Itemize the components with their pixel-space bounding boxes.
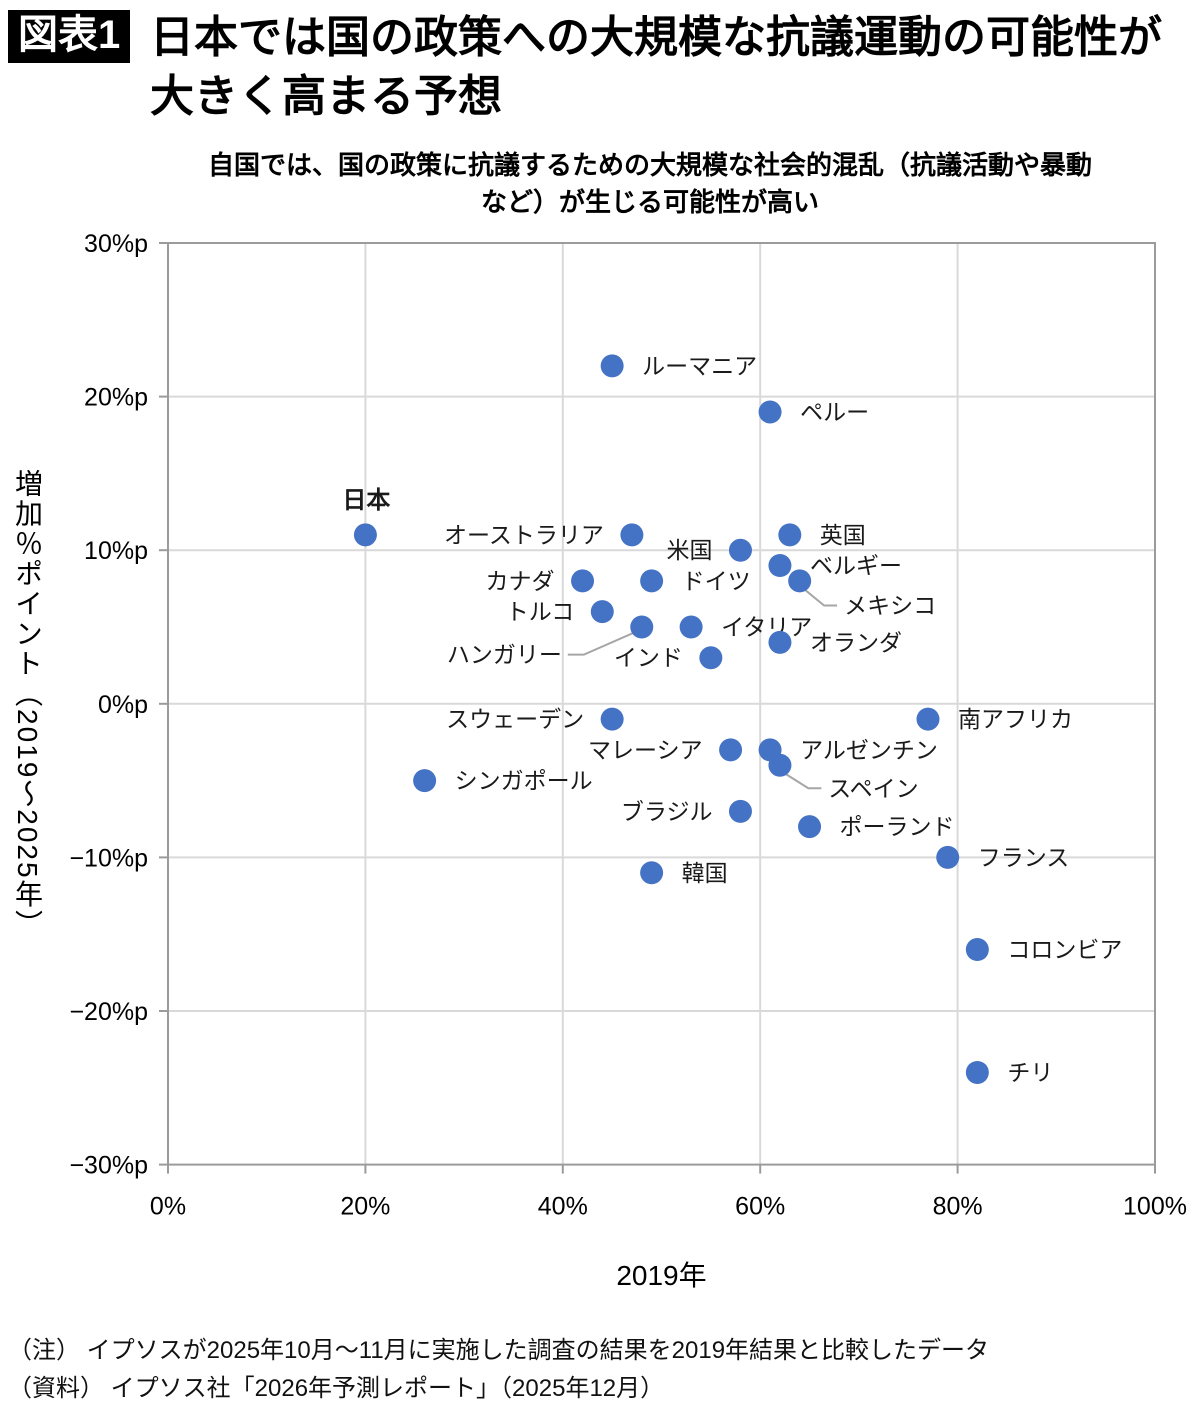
chart-subtitle-line2: など）が生じる可能性が高い xyxy=(480,187,819,217)
point-label-英国: 英国 xyxy=(820,522,866,548)
point-label-オランダ: オランダ xyxy=(810,629,902,655)
footnotes: （注） イプソスが2025年10月～11月に実施した調査の結果を2019年結果と… xyxy=(8,1332,989,1408)
data-point-ポーランド xyxy=(798,815,822,839)
page-title-line2: 大きく高まる予想 xyxy=(150,72,502,121)
data-point-カナダ xyxy=(571,569,595,593)
chart-subtitle-line1: 自国では、国の政策に抗議するための大規模な社会的混乱（抗議活動や暴動 xyxy=(207,150,1092,180)
data-point-トルコ xyxy=(590,600,614,624)
point-label-米国: 米国 xyxy=(666,537,712,563)
point-label-メキシコ: メキシコ xyxy=(844,592,936,618)
data-point-米国 xyxy=(728,538,752,562)
y-tick-label: 0%p xyxy=(98,691,148,719)
y-tick-label: 30%p xyxy=(84,230,148,258)
page-title-line1: 日本では国の政策への大規模な抗議運動の可能性が xyxy=(150,13,1162,62)
y-tick-label: −20%p xyxy=(69,998,148,1026)
point-label-トルコ: トルコ xyxy=(506,599,575,625)
data-point-ハンガリー xyxy=(630,615,654,639)
x-tick-label: 80% xyxy=(933,1193,983,1221)
data-point-南アフリカ xyxy=(916,707,940,731)
point-label-ブラジル: ブラジル xyxy=(621,798,713,824)
label-leader-line xyxy=(802,587,838,607)
y-tick-label: −30%p xyxy=(69,1152,148,1180)
data-point-メキシコ xyxy=(788,569,812,593)
point-label-コロンビア: コロンビア xyxy=(1007,937,1122,963)
x-axis-title: 2019年 xyxy=(616,1260,707,1291)
footnote-note: （注） イプソスが2025年10月～11月に実施した調査の結果を2019年結果と… xyxy=(8,1337,990,1364)
point-label-ハンガリー: ハンガリー xyxy=(447,642,562,668)
data-point-ペルー xyxy=(758,400,782,424)
data-point-オーストラリア xyxy=(620,523,644,547)
point-label-韓国: 韓国 xyxy=(682,860,728,886)
x-tick-label: 0% xyxy=(150,1193,186,1221)
data-point-スウェーデン xyxy=(600,707,624,731)
data-point-オランダ xyxy=(768,630,792,654)
point-label-南アフリカ: 南アフリカ xyxy=(958,706,1073,732)
data-point-マレーシア xyxy=(719,738,743,762)
data-point-韓国 xyxy=(640,861,664,885)
data-point-ルーマニア xyxy=(600,354,624,378)
data-point-イタリア xyxy=(679,615,703,639)
point-label-ドイツ: ドイツ xyxy=(682,568,751,594)
point-label-ベルギー: ベルギー xyxy=(810,553,902,579)
label-leader-line xyxy=(567,630,639,656)
point-label-オーストラリア: オーストラリア xyxy=(444,522,604,548)
x-tick-label: 60% xyxy=(735,1193,785,1221)
x-tick-label: 40% xyxy=(538,1193,588,1221)
point-label-カナダ: カナダ xyxy=(486,568,555,594)
chart-subtitle: 自国では、国の政策に抗議するための大規模な社会的混乱（抗議活動や暴動 など）が生… xyxy=(100,147,1200,221)
point-label-スペイン: スペイン xyxy=(828,775,918,801)
x-tick-label: 20% xyxy=(340,1193,390,1221)
point-label-ペルー: ペルー xyxy=(800,399,869,425)
point-label-ルーマニア: ルーマニア xyxy=(642,353,757,379)
point-label-マレーシア: マレーシア xyxy=(588,737,703,763)
data-point-ドイツ xyxy=(640,569,664,593)
data-point-シンガポール xyxy=(413,769,437,793)
y-tick-label: 10%p xyxy=(84,537,148,565)
data-point-コロンビア xyxy=(965,938,989,962)
point-label-アルゼンチン: アルゼンチン xyxy=(800,737,938,763)
point-label-インド: インド xyxy=(614,645,683,671)
footnote-source: （資料） イプソス社「2026年予測レポート」（2025年12月） xyxy=(8,1375,665,1402)
point-label-ポーランド: ポーランド xyxy=(840,814,955,840)
y-tick-label: −10%p xyxy=(69,844,148,872)
page-title: 日本では国の政策への大規模な抗議運動の可能性が 大きく高まる予想 xyxy=(150,8,1162,126)
point-label-チリ: チリ xyxy=(1007,1059,1053,1085)
y-tick-label: 20%p xyxy=(84,384,148,412)
y-axis-title: 増加％ポイント（2019～2025年） xyxy=(12,468,43,940)
data-point-フランス xyxy=(936,845,960,869)
point-label-シンガポール: シンガポール xyxy=(455,768,593,794)
data-point-ブラジル xyxy=(728,799,752,823)
data-point-チリ xyxy=(965,1060,989,1084)
figure-number-badge: 図表1 xyxy=(8,10,131,63)
point-label-フランス: フランス xyxy=(978,844,1070,870)
data-point-スペイン xyxy=(768,753,792,777)
data-point-英国 xyxy=(778,523,802,547)
point-label-イタリア: イタリア xyxy=(721,614,812,640)
data-point-ベルギー xyxy=(768,554,792,578)
data-point-日本 xyxy=(353,523,377,547)
x-tick-label: 100% xyxy=(1123,1193,1187,1221)
point-label-日本: 日本 xyxy=(342,487,390,514)
label-leader-line xyxy=(782,771,822,790)
point-label-スウェーデン: スウェーデン xyxy=(446,706,584,732)
data-point-インド xyxy=(699,646,723,670)
